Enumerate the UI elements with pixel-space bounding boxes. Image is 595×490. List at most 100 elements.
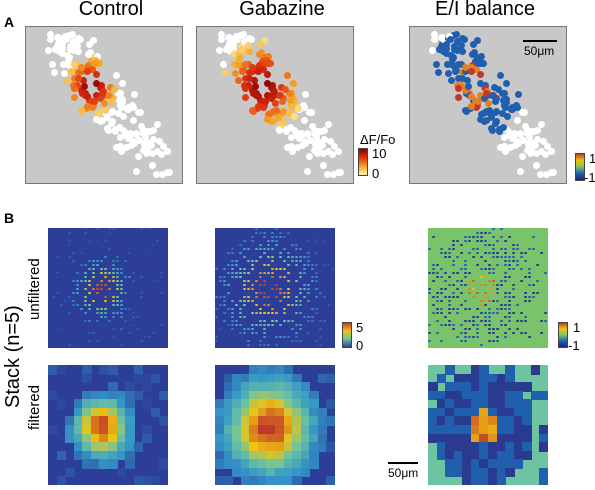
- heatmap-pixel: [108, 433, 118, 444]
- heatmap-pixel: [275, 228, 278, 231]
- heatmap-pixel: [215, 425, 225, 435]
- heatmap-pixel: [544, 272, 547, 275]
- heatmap-pixel: [504, 272, 507, 275]
- heatmap-pixel: [492, 300, 495, 303]
- heatmap-pixel: [505, 450, 515, 461]
- heatmap-pixel: [235, 324, 238, 327]
- heatmap-pixel: [231, 312, 234, 315]
- cell-dot: [295, 134, 303, 142]
- heatmap-pixel: [287, 272, 290, 275]
- heatmap-pixel: [315, 276, 318, 279]
- heatmap-pixel: [470, 425, 481, 435]
- heatmap-pixel: [468, 288, 471, 291]
- heatmap-pixel: [159, 416, 168, 426]
- heatmap-pixel: [292, 373, 302, 384]
- heatmap-pixel: [505, 373, 515, 384]
- heatmap-pixel: [283, 450, 294, 461]
- cell-dot: [134, 109, 142, 117]
- cell-dot: [114, 110, 122, 118]
- heatmap-pixel: [64, 300, 67, 303]
- heatmap-pixel: [488, 433, 498, 444]
- heatmap-pixel: [488, 252, 491, 255]
- heatmap-pixel: [275, 236, 278, 239]
- cell-dot: [451, 45, 459, 53]
- heatmap-pixel: [152, 288, 155, 291]
- heatmap-pixel: [76, 284, 79, 287]
- heatmap-pixel: [479, 476, 489, 485]
- heatmap-pixel: [275, 268, 278, 271]
- heatmap-pixel: [472, 296, 475, 299]
- heatmap-pixel: [116, 450, 127, 461]
- heatmap-pixel: [215, 407, 225, 418]
- cell-dot: [47, 35, 55, 43]
- cell-dot: [108, 117, 116, 125]
- cell-dot: [305, 109, 313, 117]
- heatmap-pixel: [267, 240, 270, 243]
- cell-dot: [496, 125, 504, 133]
- title-gabazine: Gabazine: [239, 0, 325, 20]
- heatmap-pixel: [125, 399, 135, 409]
- heatmap-pixel: [496, 373, 507, 384]
- cell-dot: [81, 83, 89, 91]
- heatmap-pixel: [82, 425, 92, 435]
- heatmap-pixel: [432, 296, 435, 299]
- panel-a-letter: A: [4, 14, 15, 30]
- heatmap-pixel: [76, 304, 79, 307]
- heatmap-pixel: [317, 433, 328, 444]
- heatmap-pixel: [307, 320, 310, 323]
- cell-dot: [503, 79, 511, 87]
- heatmap-pixel: [249, 382, 259, 392]
- heatmap-pixel: [327, 304, 330, 307]
- cell-dot: [459, 75, 467, 83]
- heatmap-pixel: [104, 284, 107, 287]
- cell-dot: [477, 92, 485, 100]
- heatmap-pixel: [496, 336, 499, 339]
- cell-dot: [93, 70, 101, 78]
- heatmap-pixel: [299, 272, 302, 275]
- cell-dot: [318, 128, 326, 136]
- heatmap-pixel: [279, 324, 282, 327]
- heatmap-pixel: [462, 442, 472, 452]
- cell-dot: [143, 149, 151, 157]
- heatmap-pixel: [504, 292, 507, 295]
- cell-dot: [512, 102, 520, 110]
- heatmap-pixel: [128, 332, 131, 335]
- heatmap-pixel: [108, 390, 118, 401]
- heatmap-pixel: [445, 407, 455, 418]
- cell-dot: [91, 97, 99, 105]
- heatmap-pixel: [100, 260, 103, 263]
- heatmap-pixel: [508, 308, 511, 311]
- heatmap-pixel: [484, 324, 487, 327]
- cell-dot: [74, 41, 82, 49]
- heatmap-pixel: [259, 308, 262, 311]
- heatmap-pixel: [513, 407, 524, 418]
- ei-colorbar-a: [575, 153, 585, 181]
- heatmap-pixel: [303, 268, 306, 271]
- heatmap-pixel: [120, 272, 123, 275]
- heatmap-pixel: [472, 336, 475, 339]
- cell-dot: [453, 31, 461, 39]
- cell-dot: [144, 145, 152, 153]
- heatmap-pixel: [108, 450, 118, 461]
- cell-dot: [63, 60, 71, 68]
- heatmap-pixel: [299, 312, 302, 315]
- heatmap-pixel: [243, 316, 246, 319]
- heatmap-pixel: [148, 336, 151, 339]
- heatmap-pixel: [232, 442, 242, 452]
- heatmap-pixel: [125, 382, 135, 392]
- heatmap-pixel: [271, 248, 274, 251]
- heatmap-pixel: [108, 228, 111, 231]
- heatmap-pixel: [283, 268, 286, 271]
- heatmap-pixel: [283, 407, 294, 418]
- heatmap-pixel: [488, 373, 498, 384]
- heatmap-pixel: [544, 320, 547, 323]
- heatmap-pixel: [496, 390, 507, 401]
- heatmap-pixel: [484, 260, 487, 263]
- heatmap-pixel: [132, 272, 135, 275]
- heatmap-pixel: [500, 236, 503, 239]
- heatmap-pixel: [255, 304, 258, 307]
- cell-dot: [438, 34, 446, 42]
- heatmap-pixel: [159, 459, 168, 469]
- heatmap-pixel: [448, 248, 451, 251]
- heatmap-pixel: [317, 407, 328, 418]
